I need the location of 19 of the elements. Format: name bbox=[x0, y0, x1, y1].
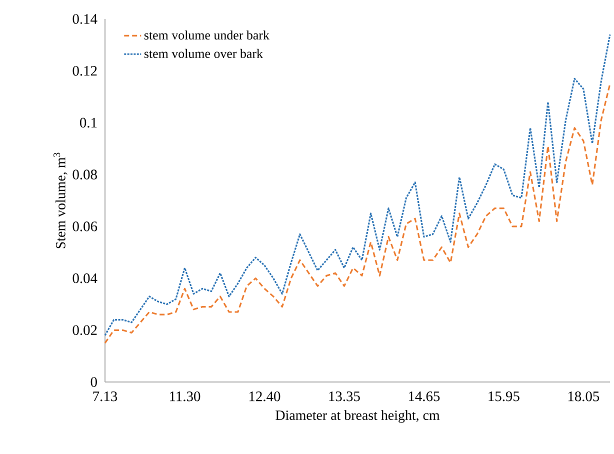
y-tick-label: 0.1 bbox=[80, 118, 97, 128]
x-tick-label: 14.65 bbox=[408, 392, 440, 402]
x-tick-label: 7.13 bbox=[93, 392, 118, 402]
x-tick-label: 18.05 bbox=[568, 391, 600, 402]
x-tick-label: 11.30 bbox=[170, 391, 200, 402]
y-tick-label: 0.06 bbox=[72, 222, 98, 232]
y-tick-label: 0.08 bbox=[72, 170, 97, 180]
legend-label: stem volume under bark bbox=[144, 30, 270, 40]
x-tick-label: 12.40 bbox=[249, 391, 280, 402]
x-tick-label: 13.35 bbox=[329, 392, 360, 402]
x-tick-label: 15.95 bbox=[488, 392, 520, 402]
legend-label: stem volume over bark bbox=[144, 48, 263, 58]
y-tick-label: 0.02 bbox=[72, 325, 97, 336]
y-axis-title: Stem volume, m$^{3}$ bbox=[54, 152, 68, 248]
y-tick-label: 0.04 bbox=[72, 273, 98, 284]
y-tick-label: 0.14 bbox=[72, 14, 98, 24]
y-tick-label: 0 bbox=[90, 377, 97, 387]
y-tick-label: 0.12 bbox=[72, 66, 97, 76]
x-axis-title: Diameter at breast height, cm bbox=[276, 410, 440, 423]
